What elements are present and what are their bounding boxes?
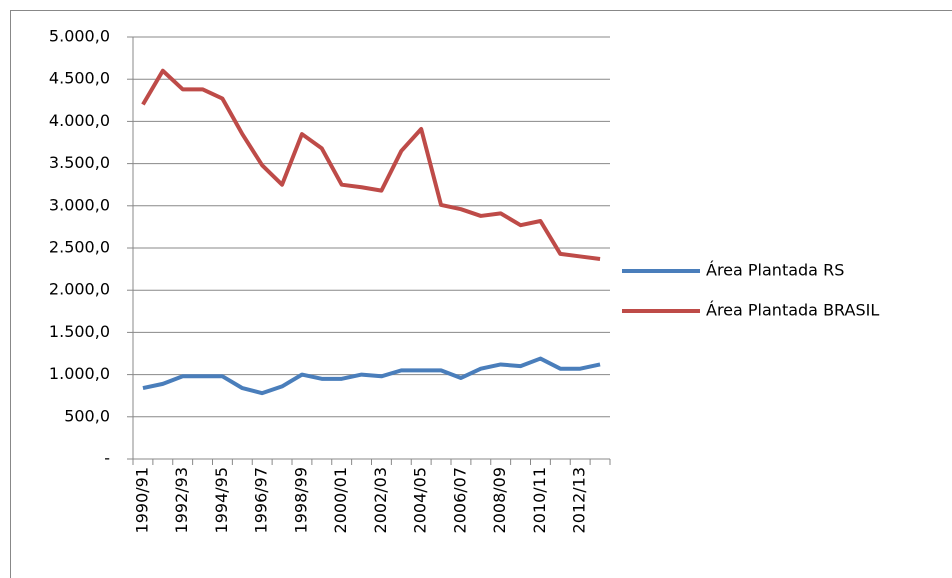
y-tick-label: 1.000,0: [49, 364, 110, 383]
y-tick-label: 500,0: [64, 406, 110, 425]
data-line: [141, 68, 601, 261]
x-tick-label: 2000/01: [331, 467, 350, 533]
chart-frame: [10, 10, 952, 578]
x-tick-label: 1994/95: [212, 467, 231, 533]
y-tick-label: 4.000,0: [49, 111, 110, 130]
x-tick-label: 1990/91: [132, 467, 151, 533]
x-tick-label: 2008/09: [490, 467, 509, 533]
x-tick-label: 2006/07: [450, 467, 469, 533]
legend-label: Área Plantada BRASIL: [706, 301, 879, 320]
y-tick-label: 4.500,0: [49, 69, 110, 88]
x-tick-label: 2012/13: [570, 467, 589, 533]
x-tick-label: 1996/97: [252, 467, 271, 533]
x-tick-label: 2002/03: [371, 467, 390, 533]
y-tick-label: 3.500,0: [49, 153, 110, 172]
x-tick-label: 1992/93: [172, 467, 191, 533]
y-tick-label: 1.500,0: [49, 322, 110, 341]
y-tick-label: 2.500,0: [49, 238, 110, 257]
x-tick-label: 2004/05: [411, 467, 430, 533]
y-tick-label: 3.000,0: [49, 195, 110, 214]
y-tick-label: 2.000,0: [49, 280, 110, 299]
y-tick-label: 5.000,0: [49, 27, 110, 46]
y-tick-label: -: [104, 449, 110, 468]
data-line: [142, 356, 601, 396]
legend-label: Área Plantada RS: [706, 261, 844, 280]
x-tick-label: 1998/99: [291, 467, 310, 533]
x-tick-label: 2010/11: [530, 467, 549, 533]
